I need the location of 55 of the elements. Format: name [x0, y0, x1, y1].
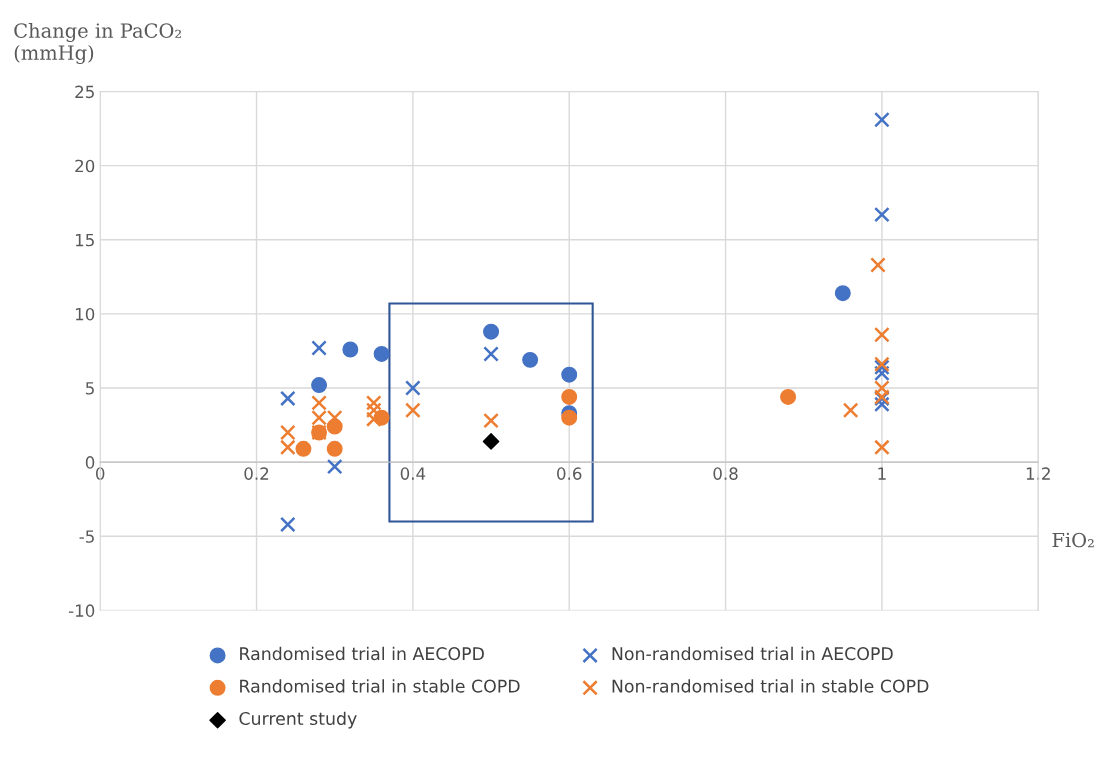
point: [522, 351, 539, 368]
point: [874, 111, 890, 128]
point: [326, 440, 343, 457]
point: [311, 340, 327, 356]
x-axis-title: FiO₂: [1052, 532, 1094, 548]
point: [561, 366, 578, 383]
point: [561, 409, 578, 426]
y-tick-label: 20: [75, 159, 95, 173]
legend-label: Current study: [239, 711, 357, 729]
x-tick-label: 0.6: [557, 467, 582, 480]
point: [483, 346, 499, 362]
point: [780, 388, 797, 405]
point: [326, 458, 343, 475]
point: [279, 390, 296, 407]
point: [561, 388, 578, 405]
x-tick-label: 1.2: [1026, 467, 1050, 480]
y-tick-label: -5: [79, 530, 94, 543]
point: [874, 380, 890, 396]
point: [874, 206, 890, 223]
point: [482, 433, 500, 450]
point: [279, 439, 296, 456]
point: [295, 440, 312, 457]
y-tick-label: 0: [85, 456, 95, 469]
x-tick-label: 0: [95, 467, 105, 480]
point: [842, 402, 859, 419]
legend-label: Non-randomised trial in AECOPD: [612, 646, 893, 661]
y-tick-label: -10: [68, 604, 95, 617]
y-tick-label: 15: [75, 233, 94, 247]
point: [874, 326, 890, 343]
point: [279, 516, 296, 533]
legend-label: Randomised trial in AECOPD: [240, 646, 484, 661]
point: [870, 257, 886, 273]
x-tick-label: 1: [878, 467, 886, 480]
y-tick-label: 5: [86, 382, 94, 395]
point: [405, 380, 421, 396]
y-tick-label: 25: [75, 85, 94, 99]
y-axis-title: Change in PaCO₂ (mmHg): [14, 22, 181, 65]
point: [405, 402, 421, 419]
point: [874, 439, 890, 456]
point: [365, 395, 382, 411]
point: [483, 323, 500, 340]
point: [342, 341, 359, 358]
x-tick-label: 0.4: [400, 467, 426, 480]
x-tick-label: 0.8: [713, 467, 738, 480]
point: [834, 285, 851, 302]
legend-label: Randomised trial in stable COPD: [240, 679, 520, 693]
x-tick-label: 0.2: [244, 467, 269, 480]
point: [311, 377, 328, 394]
point: [365, 402, 382, 419]
point: [483, 412, 499, 429]
legend-label: Non-randomised trial in stable COPD: [612, 679, 929, 693]
point: [311, 395, 327, 411]
point: [279, 424, 296, 441]
y-tick-label: 10: [75, 307, 95, 321]
point: [373, 345, 390, 362]
